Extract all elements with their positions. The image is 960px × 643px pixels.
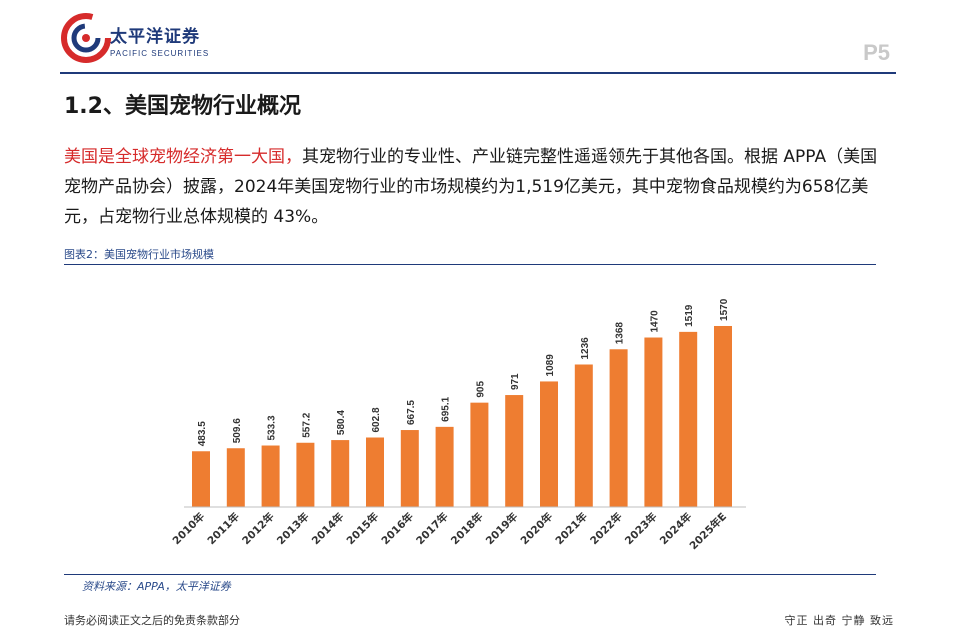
bar-2017年 [435,426,454,507]
value-label: 1089 [545,354,556,377]
brand-name-en: PACIFIC SECURITIES [110,49,210,58]
value-label: 667.5 [406,400,417,425]
x-tick-label: 2018年 [448,510,486,548]
brand: 太平洋证券 PACIFIC SECURITIES [110,22,209,58]
bar-2012年 [261,445,280,507]
value-label: 580.4 [336,410,347,435]
brand-name-cn: 太平洋证券 [110,27,200,47]
x-tick-label: 2022年 [587,510,625,548]
x-tick-label: 2011年 [205,510,243,548]
bar-2016年 [400,430,419,507]
bar-group [192,325,732,507]
bar-2023年 [644,337,663,507]
x-tick-label: 2014年 [309,510,347,548]
x-tick-label: 2016年 [379,510,417,548]
bar-2011年 [226,448,245,507]
bar-2013年 [296,442,315,507]
x-tick-label: 2021年 [553,510,591,548]
bar-2015年 [366,437,384,507]
x-tick-label: 2012年 [239,510,277,548]
value-label: 1570 [719,298,730,321]
value-label: 1368 [615,322,626,345]
bar-2025年E [714,325,732,507]
value-label-group: 483.5 509.6 533.3 557.2 580.4 602.8 667.5 695.1… [197,298,730,446]
bar-2021年 [574,364,593,507]
value-label: 602.8 [371,407,382,432]
figure-source: 资料来源：APPA，太平洋证券 [82,580,231,593]
figure-caption: 图表2：美国宠物行业市场规模 [64,248,214,261]
x-tick-label: 2015年 [344,510,382,548]
x-tick-label: 2010年 [170,510,208,548]
bar-2020年 [540,381,558,507]
value-label: 1470 [649,310,660,333]
value-label: 971 [510,373,521,390]
bar-2014年 [331,440,350,507]
x-tick-label: 2023年 [622,510,660,548]
bar-2019年 [505,395,524,507]
body-highlight: 美国是全球宠物经济第一大国， [64,147,302,167]
value-label: 533.3 [267,415,278,440]
value-label: 905 [475,381,486,398]
value-label: 483.5 [197,421,208,446]
bar-2010年 [192,451,210,507]
market-size-bar-chart: 483.5 509.6 533.3 557.2 580.4 602.8 667.5 695.1… [170,298,746,553]
bar-2024年 [679,331,698,507]
x-tick-label: 2025年E [687,510,729,552]
pacific-securities-logo [61,13,111,63]
value-label: 1236 [580,337,591,360]
footer-motto: 守正 出奇 宁静 致远 [784,614,894,627]
page-number: P5 [863,40,890,65]
figure-bottom-rule [64,574,876,575]
x-tick-label-group: 2010年2011年2012年2013年2014年2015年2016年2017年… [170,510,729,553]
x-tick-label: 2017年 [413,510,451,548]
body-text: 其宠物行业的专业性、产业链完整性遥遥领先于其他各国。根据 APPA（美国宠物产品… [64,147,878,227]
x-tick-label: 2013年 [274,510,312,548]
x-tick-label: 2019年 [483,510,521,548]
footer-disclaimer: 请务必阅读正文之后的免责条款部分 [64,614,240,627]
value-label: 557.2 [301,412,312,437]
figure-top-rule [64,264,876,265]
header-divider [60,72,896,74]
body-paragraph: 美国是全球宠物经济第一大国，其宠物行业的专业性、产业链完整性遥遥领先于其他各国。… [64,142,894,232]
section-title: 1.2、美国宠物行业概况 [64,94,301,119]
value-label: 1519 [684,304,695,327]
bar-2018年 [470,402,489,507]
value-label: 695.1 [441,396,452,421]
bar-2022年 [609,349,628,507]
x-tick-label: 2020年 [518,510,556,548]
value-label: 509.6 [232,418,243,443]
